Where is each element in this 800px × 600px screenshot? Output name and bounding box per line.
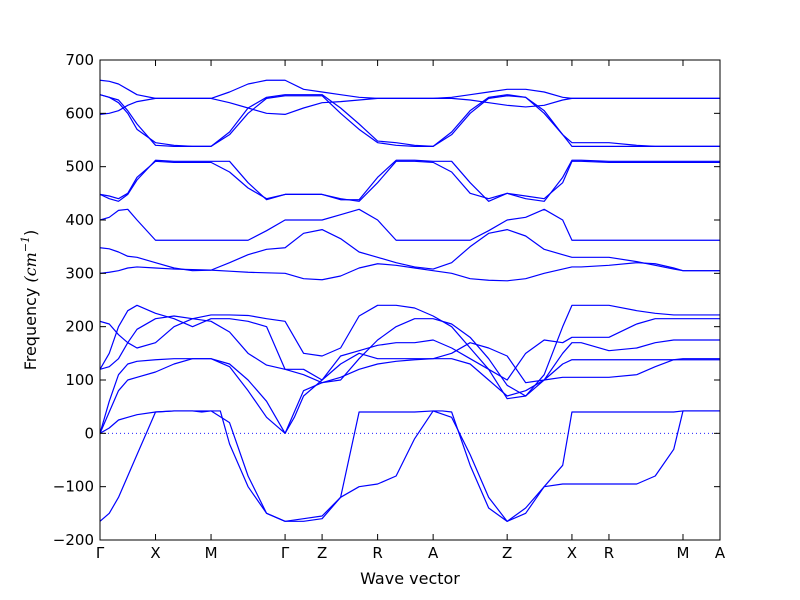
band-line-10 xyxy=(100,208,720,241)
y-tick-label: −200 xyxy=(53,531,94,549)
x-axis-label: Wave vector xyxy=(360,569,460,588)
band-line-16 xyxy=(100,79,720,108)
x-tick-label: M xyxy=(205,544,218,562)
x-tick-label: A xyxy=(428,544,439,562)
y-tick-label: 200 xyxy=(65,318,94,336)
x-tick-label: Z xyxy=(317,544,327,562)
band-line-14 xyxy=(100,94,720,147)
y-tick-label: 700 xyxy=(65,51,94,69)
y-tick-label: 0 xyxy=(84,424,94,442)
band-line-2 xyxy=(100,410,720,522)
y-axis-unit-exponent: −1 xyxy=(19,236,32,252)
x-tick-label: Z xyxy=(502,544,512,562)
x-tick-label: R xyxy=(604,544,614,562)
x-tick-label: Γ xyxy=(281,544,290,562)
y-tick-label: 500 xyxy=(65,158,94,176)
x-tick-label: Γ xyxy=(96,544,105,562)
band-lines xyxy=(100,79,720,522)
y-axis-unit: (cm xyxy=(21,252,40,282)
band-line-5 xyxy=(100,315,720,397)
band-line-6 xyxy=(100,304,720,381)
y-axis-label-text: Frequency xyxy=(21,288,40,371)
y-axis-ticks: −200 −100 0 100 200 300 400 500 600 700 xyxy=(53,51,720,549)
band-line-7 xyxy=(100,304,720,400)
x-tick-label: A xyxy=(715,544,726,562)
plot-background xyxy=(100,60,720,540)
band-line-4 xyxy=(100,342,720,434)
y-tick-label: 300 xyxy=(65,264,94,282)
band-line-13 xyxy=(100,94,720,147)
plot-frame xyxy=(99,59,721,541)
band-line-9 xyxy=(100,229,720,272)
x-tick-label: X xyxy=(567,544,577,562)
y-axis-unit-close: ) xyxy=(21,230,40,236)
y-tick-label: 600 xyxy=(65,104,94,122)
x-tick-label: X xyxy=(150,544,160,562)
y-axis-label: Frequency (cm−1) xyxy=(19,230,40,371)
x-tick-label: M xyxy=(677,544,690,562)
band-line-8 xyxy=(100,262,720,282)
y-tick-label: −100 xyxy=(53,478,94,496)
band-line-12 xyxy=(100,159,720,202)
band-line-11 xyxy=(100,160,720,202)
x-tick-label: R xyxy=(372,544,382,562)
y-tick-label: 100 xyxy=(65,371,94,389)
y-tick-label: 400 xyxy=(65,211,94,229)
band-line-3 xyxy=(100,352,720,434)
